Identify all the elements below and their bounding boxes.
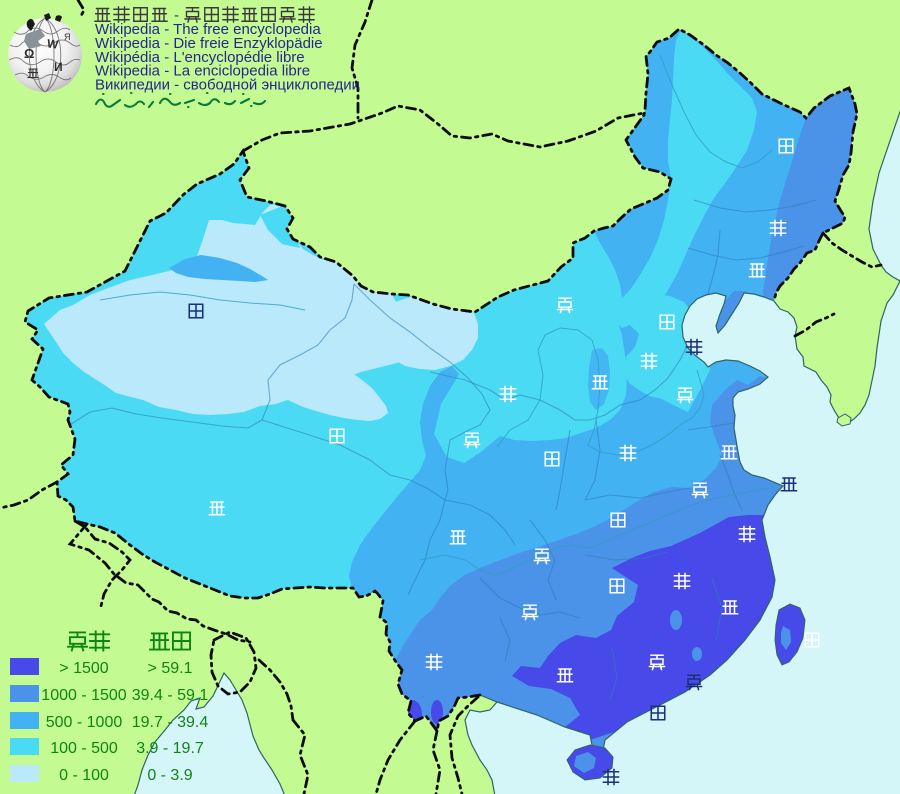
svg-text:19.7 - 39.4: 19.7 - 39.4 <box>132 714 209 731</box>
svg-text:1000 - 1500: 1000 - 1500 <box>41 687 127 704</box>
svg-text:-: - <box>174 7 179 24</box>
svg-text:100 - 500: 100 - 500 <box>50 740 118 757</box>
svg-text:Ω: Ω <box>24 46 34 61</box>
svg-text:Wikipédia - L'encyclopédie lib: Wikipédia - L'encyclopédie libre <box>95 49 305 66</box>
svg-text:Wikipedia - La enciclopedia li: Wikipedia - La enciclopedia libre <box>95 63 310 80</box>
svg-text:> 1500: > 1500 <box>59 660 108 677</box>
svg-text:Wikipedia - Die freie Enzyklop: Wikipedia - Die freie Enzyklopädie <box>95 35 323 52</box>
svg-text:Википедии - свободной энциклоп: Википедии - свободной энциклопедии <box>95 77 360 94</box>
svg-text:3.9 - 19.7: 3.9 - 19.7 <box>136 740 204 757</box>
svg-text:0 - 3.9: 0 - 3.9 <box>147 767 192 784</box>
svg-text:W: W <box>46 36 60 52</box>
svg-text:И: И <box>54 60 63 74</box>
svg-text:Wikipedia - The free encyclope: Wikipedia - The free encyclopedia <box>95 21 321 38</box>
svg-text:0 - 100: 0 - 100 <box>59 767 109 784</box>
svg-text:39.4 - 59.1: 39.4 - 59.1 <box>132 687 209 704</box>
svg-text:> 59.1: > 59.1 <box>148 660 193 677</box>
svg-text:500 - 1000: 500 - 1000 <box>46 714 123 731</box>
svg-text:Я: Я <box>64 32 71 42</box>
